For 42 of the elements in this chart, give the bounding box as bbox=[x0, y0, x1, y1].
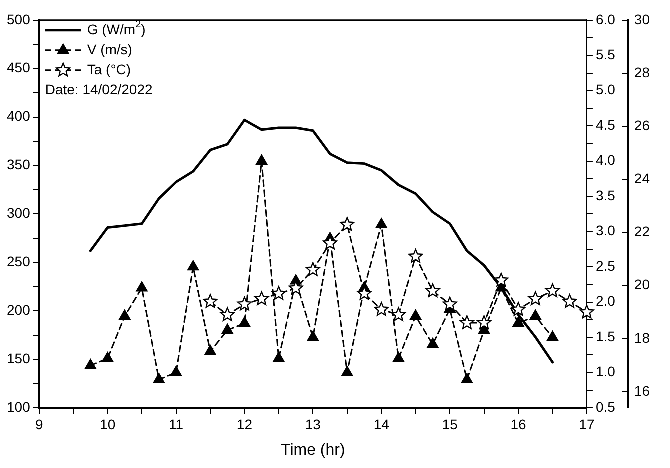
y2-tick-label: 4.5 bbox=[596, 116, 616, 133]
x-tick-label: 9 bbox=[35, 416, 44, 432]
y-tick-label: 150 bbox=[7, 350, 31, 366]
y-tick-label: 200 bbox=[7, 302, 31, 318]
y3-tick-label: 20 bbox=[634, 276, 650, 293]
y2-tick-label: 2.0 bbox=[596, 293, 616, 310]
x-tick-label: 13 bbox=[305, 416, 322, 432]
x-tick-label: 10 bbox=[100, 416, 116, 432]
y3-tick-label: 16 bbox=[634, 382, 650, 399]
x-tick-label: 16 bbox=[510, 416, 527, 432]
y3-tick-label: 18 bbox=[634, 330, 650, 346]
x-tick-label: 17 bbox=[579, 416, 595, 432]
y-tick-label: 250 bbox=[7, 254, 31, 270]
y2-tick-label: 5.5 bbox=[596, 46, 616, 62]
y-tick-label: 350 bbox=[7, 156, 31, 173]
y2-tick-label: 3.0 bbox=[596, 222, 616, 239]
y2-tick-label: 0.5 bbox=[596, 398, 616, 415]
x-axis-title: Time (hr) bbox=[281, 442, 346, 459]
y-tick-label: 400 bbox=[7, 108, 31, 124]
legend-label: Ta (°C) bbox=[87, 61, 132, 78]
y-tick-label: 500 bbox=[7, 11, 31, 28]
x-tick-label: 12 bbox=[236, 416, 253, 432]
y2-tick-label: 2.5 bbox=[596, 258, 616, 274]
y2-tick-label: 6.0 bbox=[596, 11, 616, 28]
x-tick-label: 15 bbox=[442, 416, 458, 432]
y-tick-label: 450 bbox=[7, 60, 31, 76]
y3-tick-label: 26 bbox=[634, 117, 650, 134]
x-tick-label: 11 bbox=[168, 416, 184, 432]
y3-tick-label: 22 bbox=[634, 224, 650, 240]
y3-tick-label: 28 bbox=[634, 64, 650, 80]
y2-tick-label: 5.0 bbox=[596, 82, 616, 98]
y2-tick-label: 4.0 bbox=[596, 152, 616, 168]
y3-tick-label: 24 bbox=[634, 170, 650, 187]
y-tick-label: 300 bbox=[7, 205, 31, 222]
x-tick-label: 14 bbox=[374, 416, 390, 432]
y-tick-label: 100 bbox=[7, 398, 31, 415]
legend-label: V (m/s) bbox=[87, 41, 132, 58]
y2-tick-label: 3.5 bbox=[596, 187, 616, 204]
y3-tick-label: 30 bbox=[634, 11, 650, 28]
y2-tick-label: 1.0 bbox=[596, 364, 616, 380]
y2-tick-label: 1.5 bbox=[596, 328, 616, 344]
annotation: Date: 14/02/2022 bbox=[45, 81, 153, 98]
